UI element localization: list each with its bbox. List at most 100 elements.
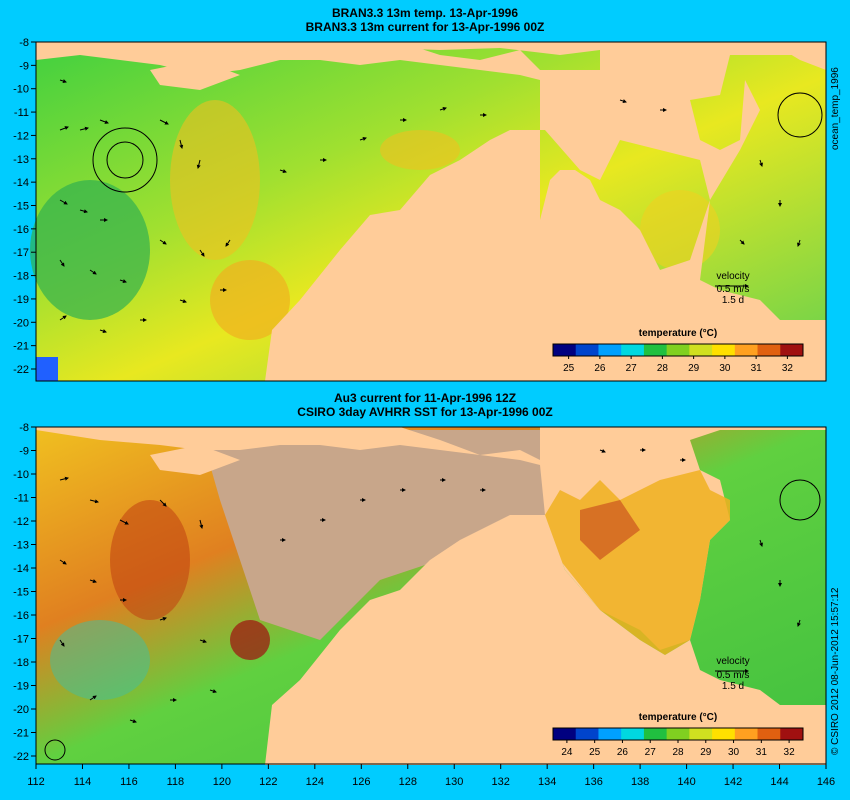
colorbar-swatch [643, 344, 668, 356]
colorbar-title: temperature (°C) [639, 328, 717, 339]
colorbar-swatch [712, 728, 736, 740]
x-tick-label: 144 [770, 776, 788, 788]
top-y-tick-label: -9 [19, 60, 29, 72]
colorbar-tick-label: 26 [617, 747, 629, 758]
bottom-missing-data [200, 430, 560, 640]
colorbar-title: temperature (°C) [639, 712, 717, 723]
x-tick-label: 122 [259, 776, 277, 788]
colorbar-tick-label: 28 [672, 747, 684, 758]
colorbar-swatch [553, 344, 577, 356]
bottom-panel-title-1: Au3 current for 11-Apr-1996 12Z [333, 391, 517, 405]
bottom-y-tick-label: -22 [13, 751, 29, 763]
top-y-tick-label: -22 [13, 364, 29, 376]
colorbar-swatch [598, 728, 622, 740]
top-current-vectors [59, 79, 823, 333]
bottom-map-panel [35, 426, 827, 765]
colorbar-swatch [734, 728, 759, 740]
top-y-tick-label: -15 [13, 201, 29, 213]
colorbar-swatch [621, 728, 645, 740]
top-land-mask [36, 42, 826, 381]
colorbar-tick-label: 32 [782, 363, 794, 374]
bottom-current-vectors [44, 448, 821, 761]
top-velocity-scale: 0.5 m/s [717, 284, 750, 295]
bottom-y-tick-label: -15 [13, 587, 29, 599]
bottom-y-tick-label: -12 [13, 516, 29, 528]
colorbar-swatch [575, 728, 599, 740]
colorbar-swatch [598, 344, 622, 356]
colorbar-tick-label: 25 [563, 363, 575, 374]
colorbar-swatch [712, 344, 736, 356]
colorbar-swatch [575, 344, 599, 356]
x-tick-label: 136 [584, 776, 602, 788]
top-y-tick-label: -20 [13, 317, 29, 329]
colorbar-swatch [780, 728, 804, 740]
top-y-tick-label: -16 [13, 224, 29, 236]
x-axis: 112 114 116 118 120 122 124 126 128 130 132 134 136 1… [27, 764, 835, 788]
top-y-tick-label: -19 [13, 294, 29, 306]
colorbar-tick-label: 31 [756, 747, 768, 758]
top-y-tick-label: -17 [13, 247, 29, 259]
x-tick-label: 142 [724, 776, 742, 788]
bottom-y-tick-label: -19 [13, 681, 29, 693]
x-tick-label: 118 [167, 776, 185, 788]
top-y-tick-label: -18 [13, 271, 29, 283]
top-y-tick-label: -21 [13, 341, 29, 353]
top-y-tick-label: -14 [13, 177, 29, 189]
bottom-side-note: © CSIRO 2012 08-Jun-2012 15:57:12 [830, 587, 841, 755]
x-tick-label: 132 [492, 776, 510, 788]
bottom-y-tick-label: -21 [13, 728, 29, 740]
colorbar-swatch [666, 344, 690, 356]
x-tick-label: 140 [677, 776, 695, 788]
colorbar-tick-label: 28 [657, 363, 669, 374]
colorbar-tick-label: 27 [645, 747, 657, 758]
x-tick-label: 120 [213, 776, 231, 788]
top-velocity-days: 1.5 d [722, 295, 744, 306]
colorbar-tick-label: 30 [719, 363, 731, 374]
bottom-y-tick-label: -20 [13, 704, 29, 716]
top-panel-title-1: BRAN3.3 13m temp. 13-Apr-1996 [331, 6, 519, 20]
colorbar-swatch [553, 728, 577, 740]
top-y-tick-label: -12 [13, 130, 29, 142]
colorbar-swatch [621, 344, 645, 356]
x-tick-label: 124 [306, 776, 324, 788]
top-y-tick-label: -11 [14, 107, 29, 119]
colorbar-swatch [757, 728, 781, 740]
bottom-velocity-days: 1.5 d [722, 681, 744, 692]
colorbar-tick-label: 30 [728, 747, 740, 758]
top-panel-title-2: BRAN3.3 13m current for 13-Apr-1996 00Z [305, 20, 545, 34]
colorbar-tick-label: 25 [589, 747, 601, 758]
colorbar-swatch [780, 344, 804, 356]
colorbar-swatch [689, 728, 713, 740]
top-map-panel [30, 41, 827, 382]
x-tick-label: 138 [631, 776, 649, 788]
colorbar-swatch [643, 728, 668, 740]
bottom-velocity-scale: 0.5 m/s [717, 670, 750, 681]
top-y-tick-label: -8 [19, 37, 29, 49]
x-tick-label: 134 [538, 776, 556, 788]
colorbar-swatch [689, 344, 713, 356]
bottom-y-tick-label: -8 [19, 422, 29, 434]
colorbar-tick-label: 31 [751, 363, 763, 374]
x-tick-label: 112 [27, 776, 45, 788]
bottom-velocity-label: velocity [716, 656, 749, 667]
bottom-velocity-key: velocity 0.5 m/s 1.5 d [715, 656, 750, 692]
colorbar-swatch [666, 728, 690, 740]
x-tick-label: 126 [352, 776, 370, 788]
top-y-tick-label: -10 [13, 84, 29, 96]
x-tick-label: 114 [74, 776, 92, 788]
bottom-y-tick-label: -17 [13, 634, 29, 646]
top-y-axis: -8 -9 -10 -11 -12 -13 -14 -15 -16 -17 -18 -19 -20 -21… [13, 37, 36, 376]
x-tick-label: 116 [120, 776, 138, 788]
colorbar-tick-label: 29 [700, 747, 712, 758]
bottom-colorbar: temperature (°C) 24 25 26 27 28 29 30 31 32 [552, 712, 804, 758]
bottom-y-tick-label: -14 [13, 563, 29, 575]
bottom-y-tick-label: -13 [13, 540, 29, 552]
top-side-note: ocean_temp_1996 [830, 67, 841, 150]
top-y-tick-label: -13 [13, 154, 29, 166]
colorbar-swatch [734, 344, 759, 356]
colorbar-tick-label: 29 [688, 363, 700, 374]
x-tick-label: 128 [399, 776, 417, 788]
colorbar-tick-label: 27 [626, 363, 638, 374]
colorbar-tick-label: 26 [594, 363, 606, 374]
